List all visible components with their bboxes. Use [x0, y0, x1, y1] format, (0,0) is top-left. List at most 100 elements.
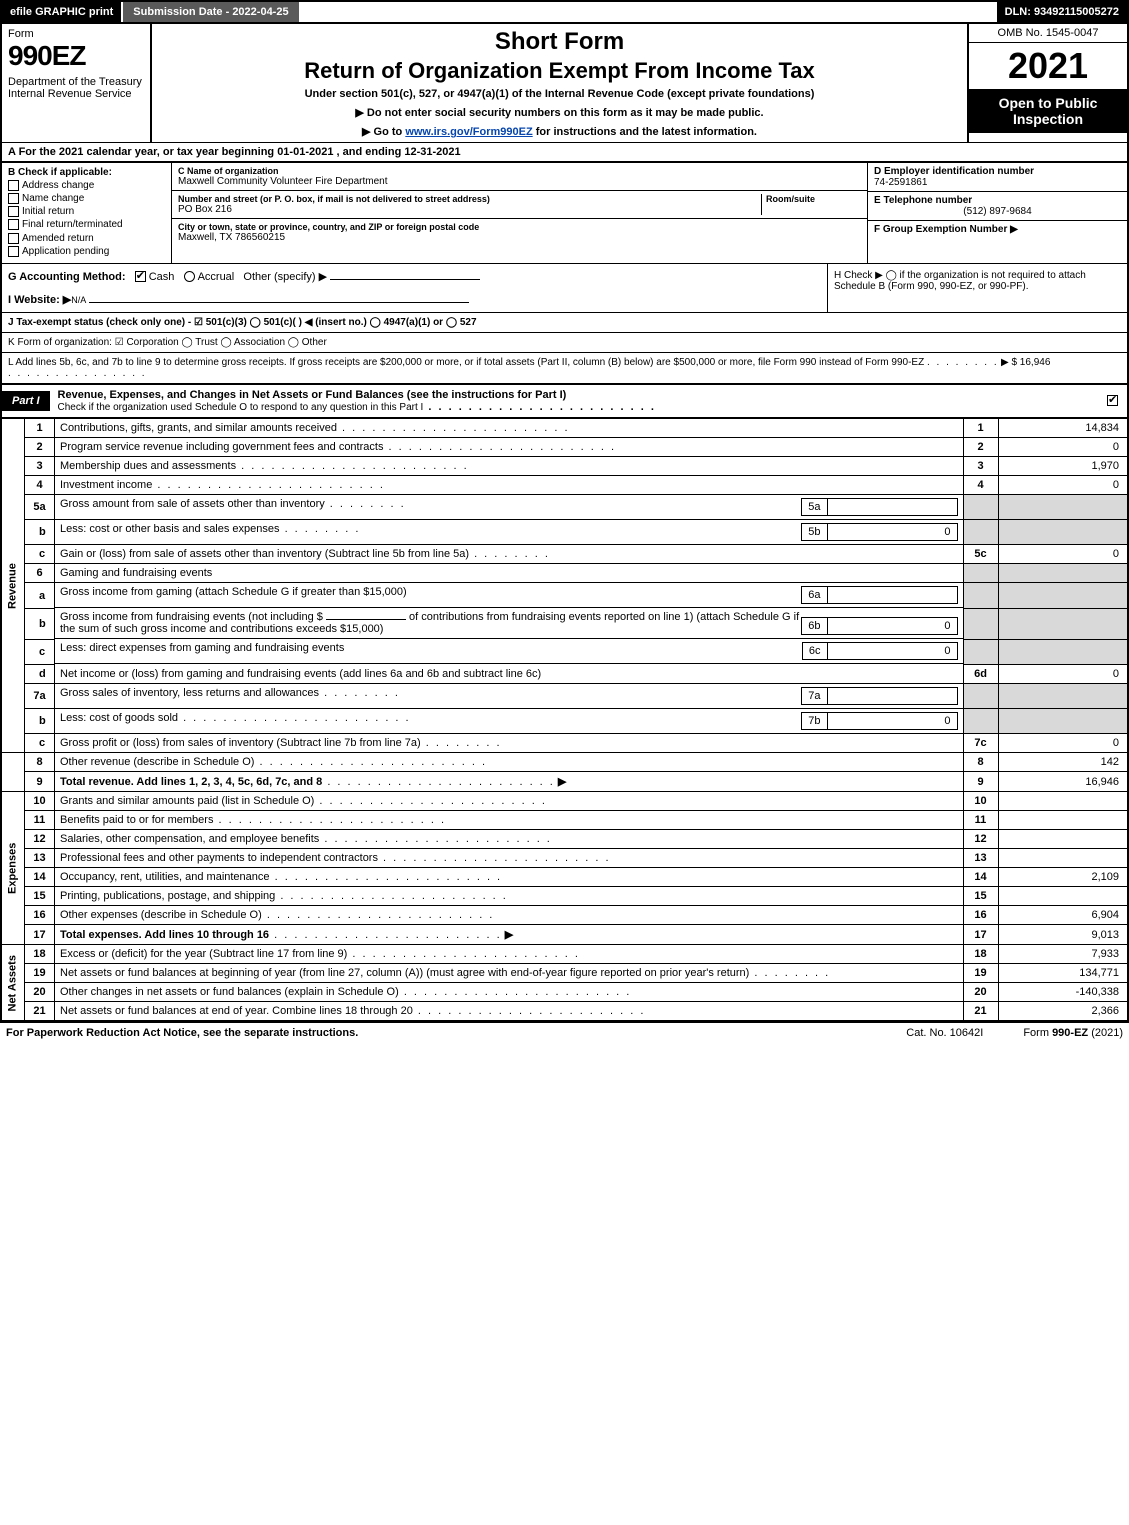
phone: (512) 897-9684	[874, 206, 1121, 217]
short-form-title: Short Form	[160, 28, 959, 56]
group-exemption-cell: F Group Exemption Number ▶	[868, 221, 1127, 238]
open-inspection: Open to Public Inspection	[969, 89, 1127, 133]
line-14: 14Occupancy, rent, utilities, and mainte…	[1, 868, 1128, 887]
line-6: 6Gaming and fundraising events	[1, 564, 1128, 583]
efile-label[interactable]: efile GRAPHIC print	[2, 2, 121, 22]
chk-initial-return[interactable]: Initial return	[8, 206, 165, 217]
form-header: Form 990EZ Department of the Treasury In…	[0, 24, 1129, 142]
ssn-note: ▶ Do not enter social security numbers o…	[160, 106, 959, 119]
line-13: 13Professional fees and other payments t…	[1, 849, 1128, 868]
part-1-title: Revenue, Expenses, and Changes in Net As…	[50, 385, 1101, 417]
line-6d: dNet income or (loss) from gaming and fu…	[1, 664, 1128, 683]
line-7b: bLess: cost of goods sold7b0	[1, 709, 1128, 734]
line-17: 17Total expenses. Add lines 10 through 1…	[1, 925, 1128, 945]
header-middle: Short Form Return of Organization Exempt…	[152, 24, 967, 142]
row-a-tax-year: A For the 2021 calendar year, or tax yea…	[0, 142, 1129, 163]
return-title: Return of Organization Exempt From Incom…	[160, 58, 959, 84]
line-1: Revenue 1Contributions, gifts, grants, a…	[1, 419, 1128, 438]
line-21: 21Net assets or fund balances at end of …	[1, 1002, 1128, 1022]
line-4: 4Investment income40	[1, 475, 1128, 494]
h-section: H Check ▶ ◯ if the organization is not r…	[827, 264, 1127, 312]
submission-date: Submission Date - 2022-04-25	[121, 2, 298, 22]
street-label: Number and street (or P. O. box, if mail…	[178, 194, 761, 204]
org-name-cell: C Name of organization Maxwell Community…	[172, 163, 867, 191]
row-k: K Form of organization: ☑ Corporation ◯ …	[0, 333, 1129, 353]
line-18: Net Assets 18Excess or (deficit) for the…	[1, 945, 1128, 964]
line-8: 8Other revenue (describe in Schedule O)8…	[1, 753, 1128, 772]
part-1-scho-check[interactable]	[1101, 391, 1127, 411]
row-l: L Add lines 5b, 6c, and 7b to line 9 to …	[0, 353, 1129, 384]
line-5b: bLess: cost or other basis and sales exp…	[1, 520, 1128, 545]
irs-link[interactable]: www.irs.gov/Form990EZ	[405, 126, 532, 138]
form-number: 990EZ	[8, 40, 144, 72]
dln-label: DLN: 93492115005272	[997, 2, 1127, 22]
expenses-side-label: Expenses	[1, 792, 25, 945]
street: PO Box 216	[178, 204, 761, 215]
column-b: B Check if applicable: Address change Na…	[2, 163, 172, 263]
goto-pre: ▶ Go to	[362, 126, 405, 138]
header-left: Form 990EZ Department of the Treasury In…	[2, 24, 152, 142]
line-5a: 5aGross amount from sale of assets other…	[1, 494, 1128, 520]
street-cell: Number and street (or P. O. box, if mail…	[172, 191, 867, 219]
form-label: Form	[8, 28, 144, 40]
footer-right: Form 990-EZ (2021)	[1023, 1027, 1123, 1039]
line-20: 20Other changes in net assets or fund ba…	[1, 983, 1128, 1002]
column-d-e-f: D Employer identification number 74-2591…	[867, 163, 1127, 263]
page-footer: For Paperwork Reduction Act Notice, see …	[0, 1022, 1129, 1043]
city-label: City or town, state or province, country…	[178, 222, 861, 232]
chk-name-change[interactable]: Name change	[8, 193, 165, 204]
department: Department of the Treasury Internal Reve…	[8, 76, 144, 100]
row-j: J Tax-exempt status (check only one) - ☑…	[0, 313, 1129, 333]
chk-accrual[interactable]	[184, 271, 195, 282]
netassets-side-label: Net Assets	[1, 945, 25, 1022]
row-g-h: G Accounting Method: Cash Accrual Other …	[0, 264, 1129, 313]
line-19: 19Net assets or fund balances at beginni…	[1, 964, 1128, 983]
city: Maxwell, TX 786560215	[178, 232, 861, 243]
line-15: 15Printing, publications, postage, and s…	[1, 887, 1128, 906]
line-2: 2Program service revenue including gover…	[1, 437, 1128, 456]
org-name: Maxwell Community Volunteer Fire Departm…	[178, 176, 861, 187]
chk-application-pending[interactable]: Application pending	[8, 246, 165, 257]
chk-cash[interactable]	[135, 271, 146, 282]
b-header: B Check if applicable:	[8, 167, 165, 178]
line-10: Expenses 10Grants and similar amounts pa…	[1, 792, 1128, 811]
footer-mid: Cat. No. 10642I	[866, 1027, 1023, 1039]
l-text: L Add lines 5b, 6c, and 7b to line 9 to …	[8, 357, 1001, 379]
line-7c: cGross profit or (loss) from sales of in…	[1, 734, 1128, 753]
header-right: OMB No. 1545-0047 2021 Open to Public In…	[967, 24, 1127, 142]
l-amount: ▶ $ 16,946	[1001, 357, 1121, 379]
chk-amended-return[interactable]: Amended return	[8, 233, 165, 244]
line-6c: cLess: direct expenses from gaming and f…	[1, 639, 1128, 664]
omb-number: OMB No. 1545-0047	[969, 24, 1127, 43]
ein-cell: D Employer identification number 74-2591…	[868, 163, 1127, 192]
city-cell: City or town, state or province, country…	[172, 219, 867, 246]
chk-address-change[interactable]: Address change	[8, 180, 165, 191]
revenue-side-label: Revenue	[1, 419, 25, 753]
phone-label: E Telephone number	[874, 195, 1121, 206]
goto-post: for instructions and the latest informat…	[533, 126, 757, 138]
part-1-header: Part I Revenue, Expenses, and Changes in…	[0, 384, 1129, 419]
j-text: J Tax-exempt status (check only one) - ☑…	[8, 317, 477, 328]
room-label: Room/suite	[766, 194, 861, 204]
ein-label: D Employer identification number	[874, 166, 1121, 177]
g-section: G Accounting Method: Cash Accrual Other …	[2, 264, 827, 312]
tax-year: 2021	[969, 43, 1127, 89]
line-3: 3Membership dues and assessments31,970	[1, 456, 1128, 475]
goto-note: ▶ Go to www.irs.gov/Form990EZ for instru…	[160, 125, 959, 138]
line-6b: bGross income from fundraising events (n…	[1, 608, 1128, 639]
org-name-label: C Name of organization	[178, 166, 861, 176]
website-row: I Website: ▶N/A	[8, 293, 821, 306]
ein: 74-2591861	[874, 177, 1121, 188]
chk-final-return[interactable]: Final return/terminated	[8, 219, 165, 230]
footer-left: For Paperwork Reduction Act Notice, see …	[6, 1027, 866, 1039]
line-6a: aGross income from gaming (attach Schedu…	[1, 583, 1128, 609]
top-bar: efile GRAPHIC print Submission Date - 20…	[0, 0, 1129, 24]
section-b-to-f: B Check if applicable: Address change Na…	[0, 163, 1129, 264]
part-1-tab: Part I	[2, 391, 50, 411]
line-7a: 7aGross sales of inventory, less returns…	[1, 683, 1128, 709]
column-c: C Name of organization Maxwell Community…	[172, 163, 867, 263]
under-section: Under section 501(c), 527, or 4947(a)(1)…	[160, 88, 959, 100]
line-5c: cGain or (loss) from sale of assets othe…	[1, 545, 1128, 564]
spacer	[299, 2, 997, 22]
revenue-expenses-table: Revenue 1Contributions, gifts, grants, a…	[0, 419, 1129, 1023]
